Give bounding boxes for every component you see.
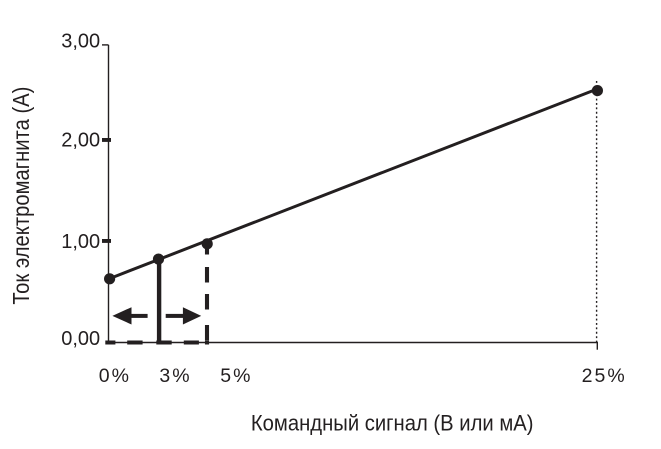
svg-text:3,00: 3,00 xyxy=(61,31,100,53)
svg-text:2,00: 2,00 xyxy=(61,130,100,152)
svg-text:3%: 3% xyxy=(159,365,191,387)
svg-text:0%: 0% xyxy=(99,365,131,387)
svg-text:Ток электромагнита (А): Ток электромагнита (А) xyxy=(8,87,34,305)
svg-text:5%: 5% xyxy=(220,365,252,387)
svg-text:1,00: 1,00 xyxy=(61,231,100,253)
svg-text:0,00: 0,00 xyxy=(61,328,100,350)
svg-text:Командный сигнал (В или мА): Командный сигнал (В или мА) xyxy=(251,411,534,436)
svg-text:25%: 25% xyxy=(582,365,627,387)
